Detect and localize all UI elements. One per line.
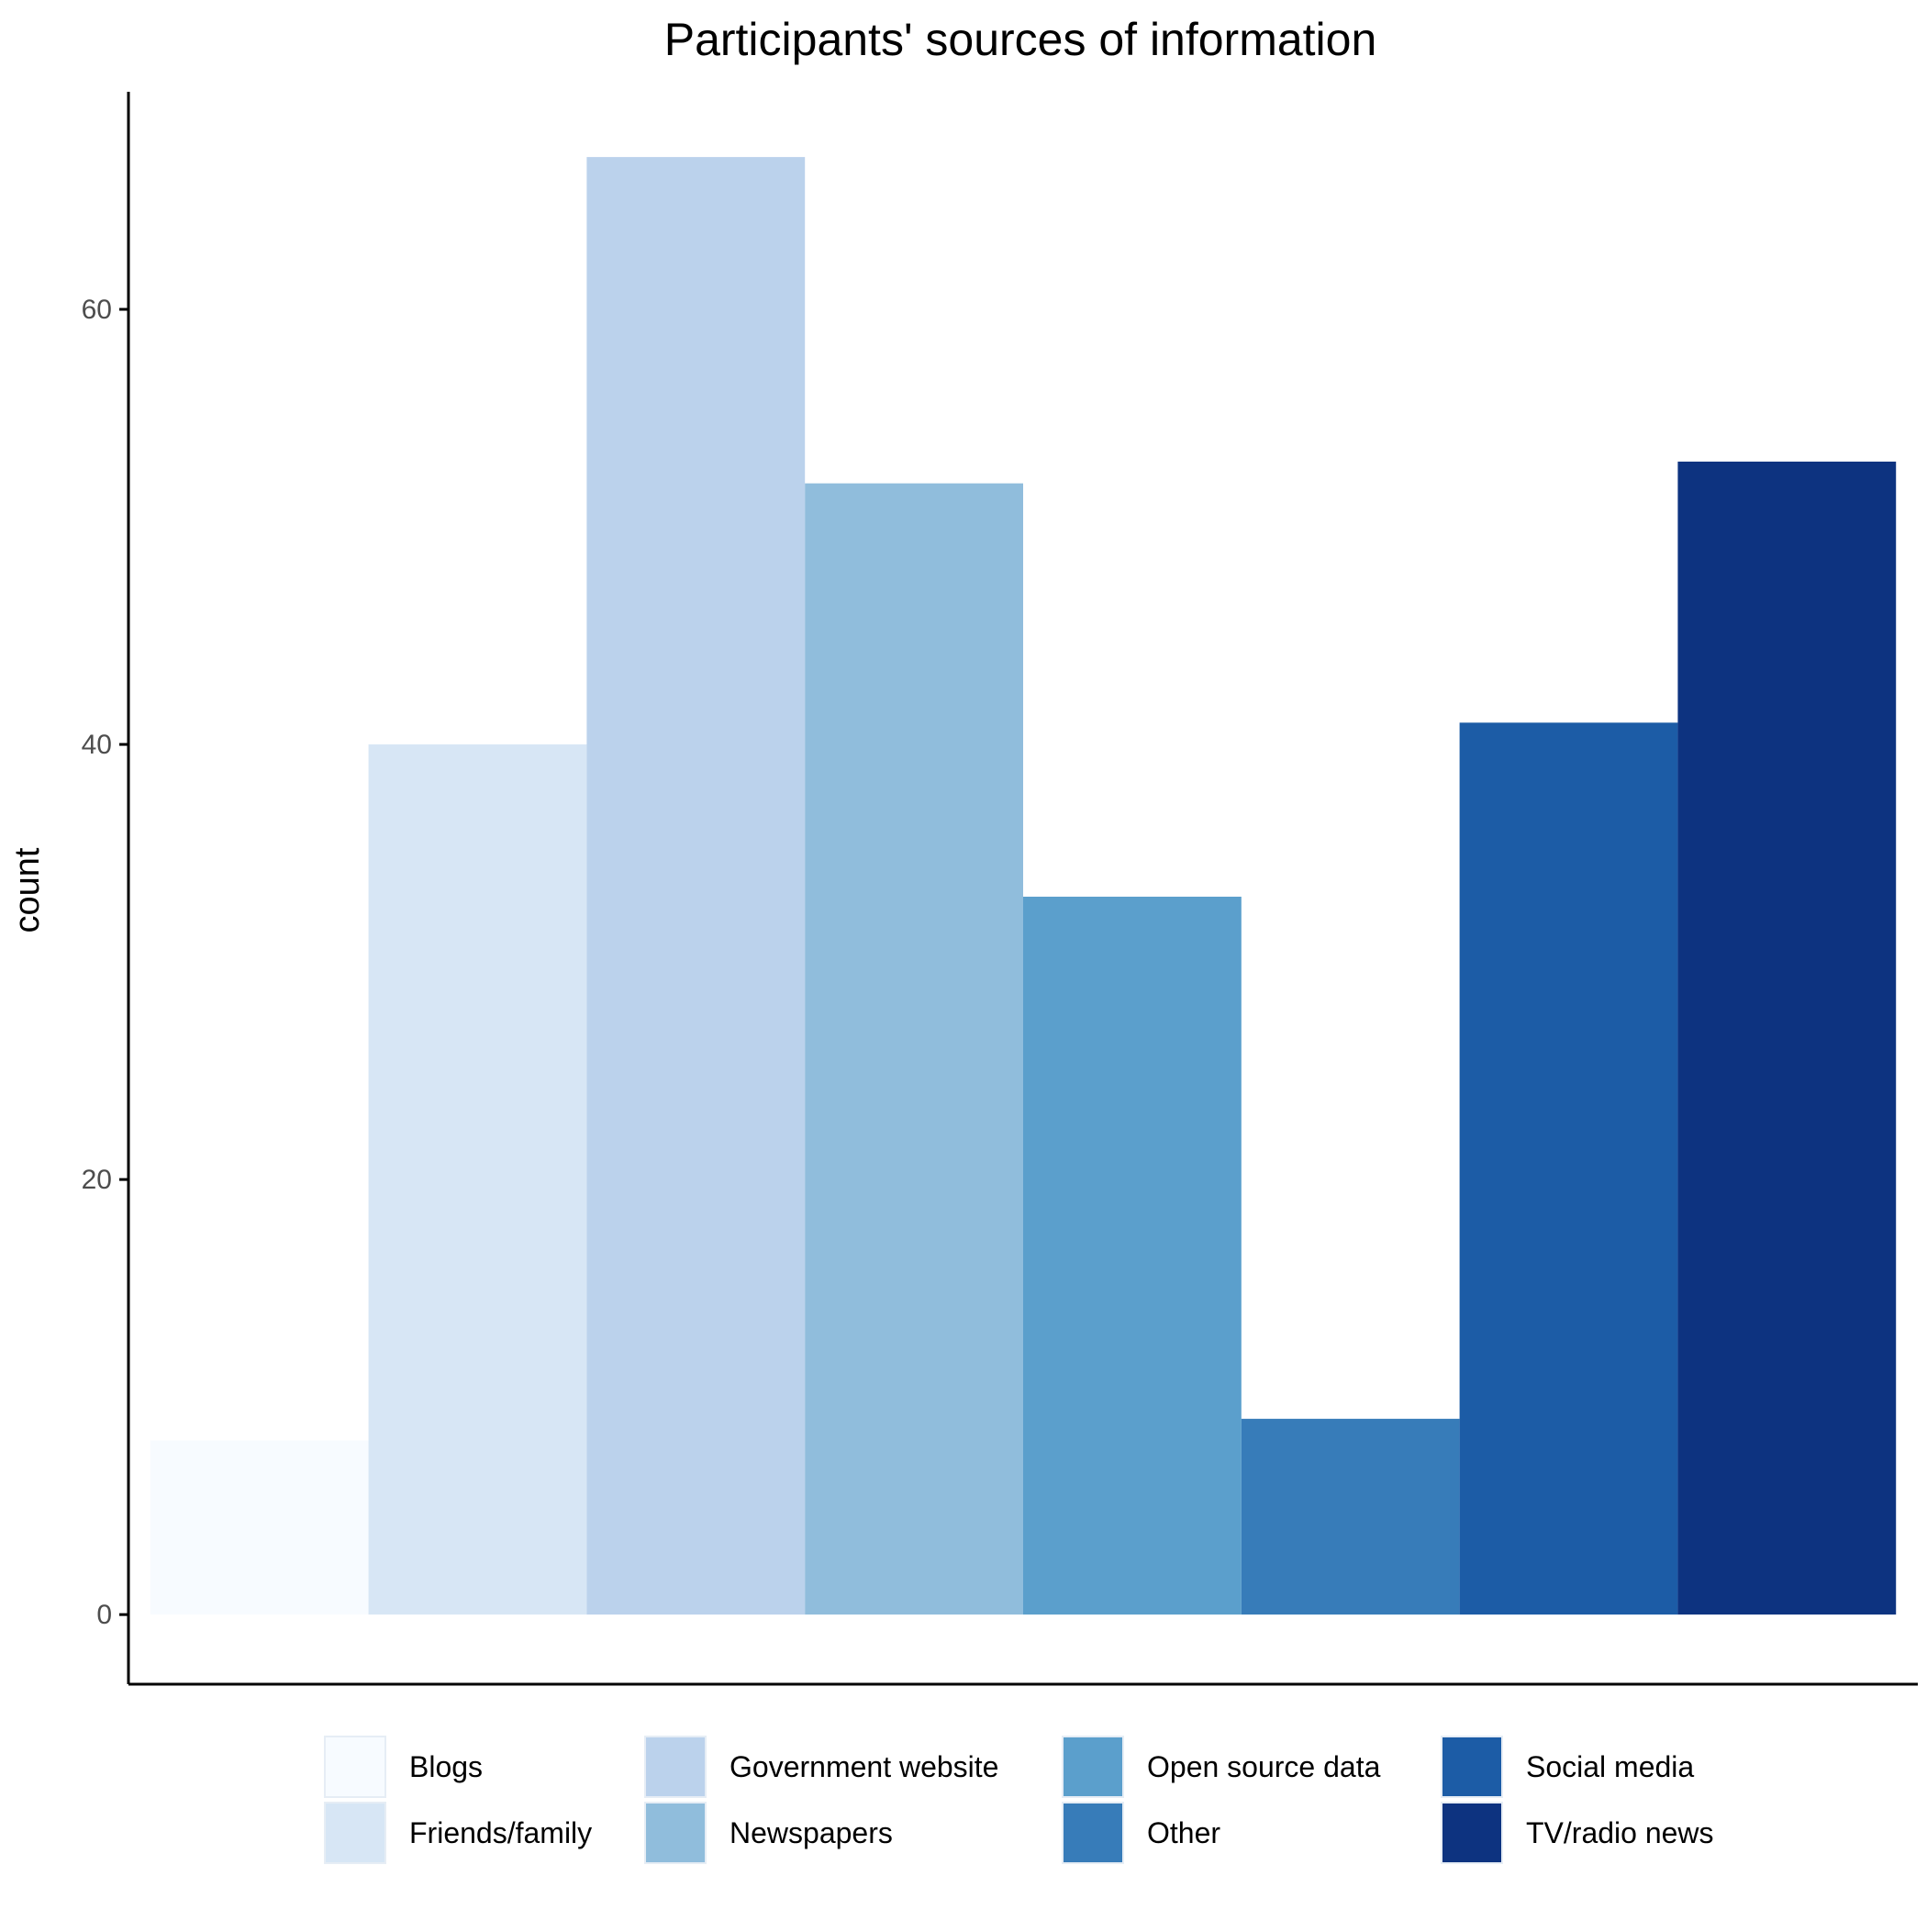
legend-swatch-social-media	[1441, 1736, 1503, 1798]
legend-swatch-newspapers	[644, 1802, 707, 1864]
bar-newspapers	[805, 483, 1023, 1615]
legend-label-newspapers: Newspapers	[730, 1816, 893, 1849]
legend-swatch-border-blogs	[324, 1736, 386, 1798]
bars-group	[150, 157, 1897, 1615]
bar-friends-family	[368, 744, 587, 1615]
legend-swatch-border-newspapers	[644, 1802, 707, 1864]
legend-label-friends-family: Friends/family	[409, 1816, 592, 1849]
y-tick-label-0: 0	[96, 1600, 112, 1630]
legend-label-social-media: Social media	[1526, 1750, 1694, 1783]
bar-tv-radio-news	[1677, 461, 1897, 1615]
legend-swatch-border-social-media	[1441, 1736, 1503, 1798]
legend-swatch-friends-family	[324, 1802, 386, 1864]
legend-label-open-source-data: Open source data	[1147, 1750, 1381, 1783]
legend-swatch-open-source-data	[1062, 1736, 1124, 1798]
legend-swatch-border-open-source-data	[1062, 1736, 1124, 1798]
legend-swatch-border-tv-radio-news	[1441, 1802, 1503, 1864]
legend-label-other: Other	[1147, 1816, 1220, 1849]
legend-swatch-border-government-website	[644, 1736, 707, 1798]
y-tick-label-40: 40	[82, 730, 112, 760]
axes-group: 0 20 40 60	[82, 92, 1918, 1686]
bar-government-website	[586, 157, 806, 1615]
legend-label-tv-radio-news: TV/radio news	[1526, 1816, 1714, 1849]
legend-swatch-blogs	[324, 1736, 386, 1798]
bar-open-source-data	[1023, 896, 1242, 1615]
legend-swatch-border-friends-family	[324, 1802, 386, 1864]
legend-swatch-border-other	[1062, 1802, 1124, 1864]
legend-swatch-tv-radio-news	[1441, 1802, 1503, 1864]
y-tick-label-60: 60	[82, 295, 112, 325]
bar-blogs	[150, 1440, 369, 1615]
bar-other	[1241, 1418, 1460, 1615]
legend-label-blogs: Blogs	[409, 1750, 483, 1783]
bar-social-media	[1459, 722, 1678, 1615]
legend: Blogs Friends/family Government website New…	[324, 1736, 1714, 1864]
y-axis-title: count	[8, 847, 47, 932]
legend-label-government-website: Government website	[730, 1750, 998, 1783]
chart-title: Participants' sources of information	[664, 14, 1377, 65]
y-tick-label-20: 20	[82, 1165, 112, 1195]
legend-swatch-government-website	[644, 1736, 707, 1798]
legend-swatch-other	[1062, 1802, 1124, 1864]
